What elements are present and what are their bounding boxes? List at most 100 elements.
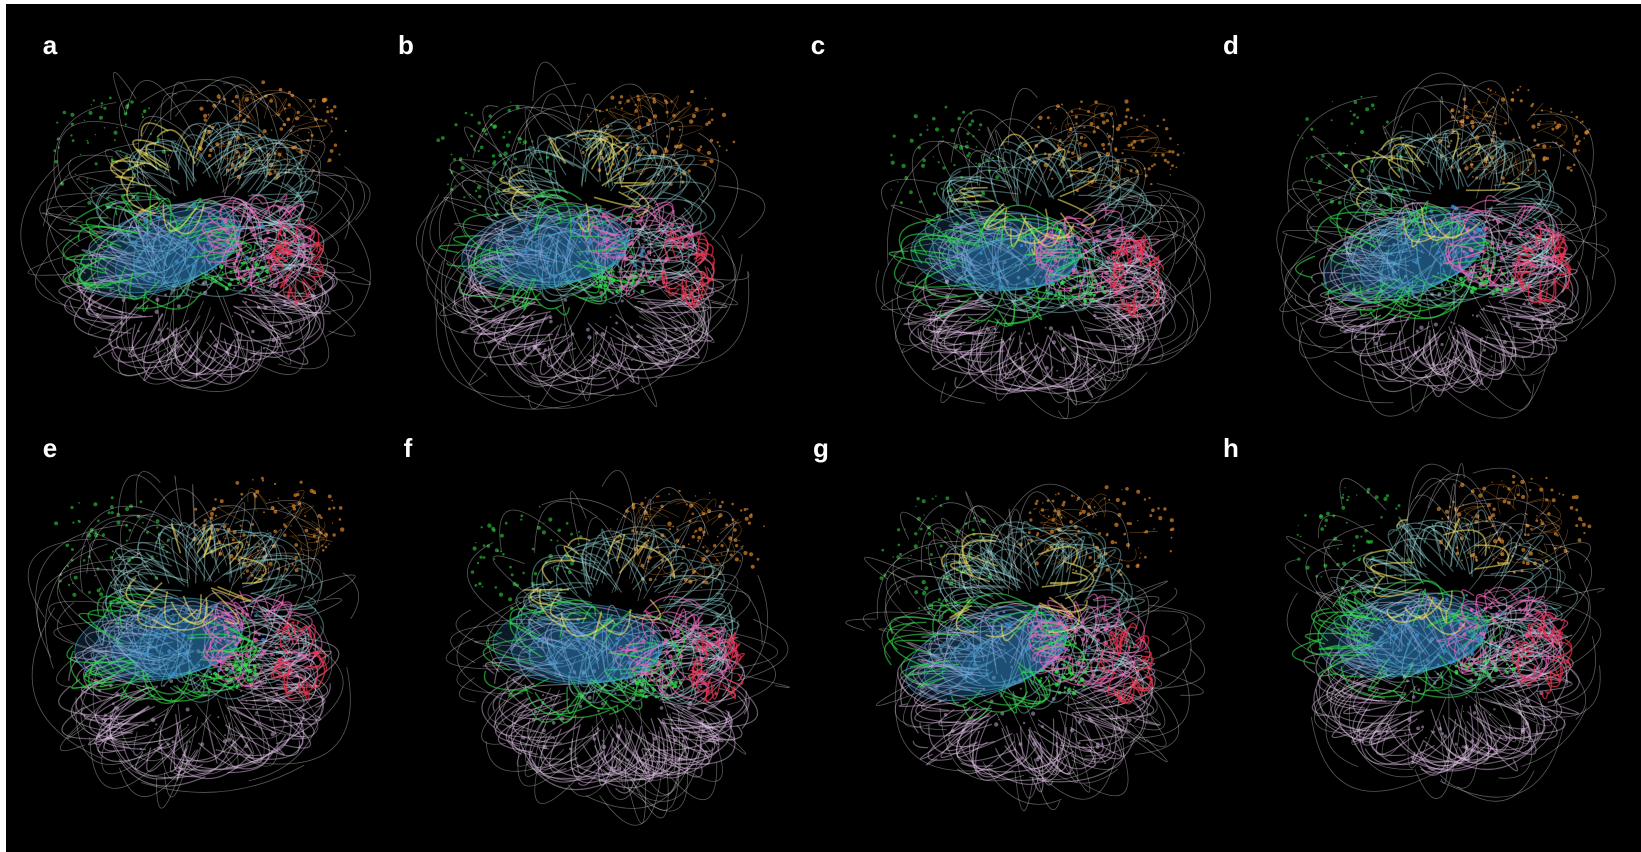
node: [70, 506, 73, 509]
node: [116, 127, 117, 128]
node: [909, 190, 913, 194]
node: [115, 706, 119, 710]
node: [562, 258, 563, 259]
node: [262, 667, 263, 668]
node: [955, 349, 958, 352]
node: [57, 139, 59, 141]
node: [1509, 314, 1511, 316]
node: [142, 113, 144, 115]
node: [1432, 362, 1435, 365]
node: [254, 631, 258, 635]
node: [112, 702, 115, 705]
node: [1406, 162, 1409, 165]
node: [155, 120, 157, 122]
node: [274, 483, 276, 485]
node: [1080, 136, 1083, 139]
figure: abcdefgh: [0, 0, 1641, 852]
node: [502, 337, 506, 341]
node: [1575, 135, 1579, 139]
node: [487, 523, 491, 527]
node: [570, 533, 573, 536]
node: [245, 301, 247, 303]
node: [167, 541, 168, 542]
node: [1115, 149, 1118, 152]
node: [950, 128, 954, 132]
node: [268, 244, 270, 246]
node: [177, 645, 179, 647]
node: [609, 253, 611, 255]
node: [274, 293, 278, 297]
node: [621, 300, 624, 303]
node: [196, 359, 200, 363]
node: [475, 584, 478, 587]
node: [335, 117, 338, 120]
node: [890, 154, 893, 157]
node: [641, 308, 643, 310]
node: [267, 232, 269, 234]
node: [951, 337, 952, 338]
node: [509, 566, 512, 569]
node: [1500, 133, 1502, 135]
node: [735, 557, 739, 561]
node: [998, 286, 1002, 290]
node: [206, 271, 208, 273]
node: [478, 150, 480, 152]
node: [236, 244, 237, 245]
node: [215, 267, 218, 270]
node: [280, 574, 282, 576]
node: [1441, 284, 1443, 286]
node: [237, 282, 239, 284]
node: [1523, 302, 1526, 305]
node: [733, 528, 736, 531]
node: [104, 721, 106, 723]
node: [1038, 116, 1042, 120]
node: [1132, 146, 1135, 149]
node: [1037, 126, 1040, 129]
node: [1391, 261, 1394, 264]
node: [101, 102, 104, 105]
node: [960, 325, 962, 327]
node: [280, 127, 284, 131]
node: [722, 113, 726, 117]
node: [1493, 259, 1494, 260]
node: [666, 135, 669, 138]
node: [1350, 110, 1352, 112]
node: [532, 548, 535, 551]
node: [328, 507, 331, 510]
node: [1011, 255, 1014, 258]
node: [1576, 116, 1579, 119]
node: [99, 592, 103, 596]
node: [1381, 229, 1385, 233]
node: [134, 241, 138, 245]
node: [129, 529, 132, 532]
node: [1086, 272, 1089, 275]
node: [1017, 276, 1020, 279]
node: [1056, 370, 1058, 372]
node: [653, 501, 654, 502]
node: [230, 270, 232, 272]
node: [697, 540, 699, 542]
node: [656, 237, 659, 240]
node: [1392, 243, 1395, 246]
node: [243, 346, 244, 347]
node: [87, 178, 89, 180]
node: [572, 628, 575, 631]
node: [595, 332, 598, 335]
node: [1094, 300, 1096, 302]
node: [671, 731, 672, 732]
node: [1578, 150, 1580, 152]
node: [501, 307, 505, 311]
node: [1083, 356, 1085, 358]
node: [1359, 324, 1363, 328]
node: [535, 244, 538, 247]
node: [241, 262, 244, 265]
node: [1093, 294, 1096, 297]
node: [1528, 302, 1531, 305]
node: [155, 310, 159, 314]
node: [1125, 115, 1128, 118]
node: [1297, 134, 1299, 136]
node: [1450, 140, 1452, 142]
node: [539, 506, 541, 508]
node: [995, 291, 999, 295]
node: [312, 490, 316, 494]
